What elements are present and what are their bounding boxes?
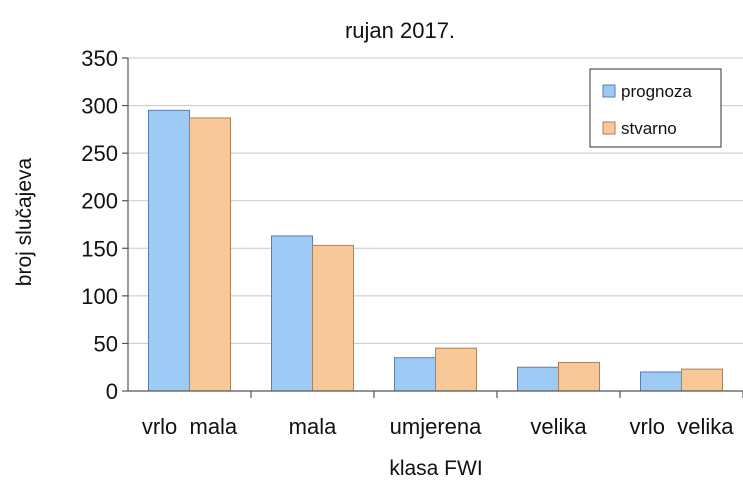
bar-prognoza	[640, 371, 682, 392]
x-axis-title: klasa FWI	[389, 457, 482, 480]
y-tick-label: 300	[81, 94, 118, 119]
y-axis-ticks: 0 50 100 150 200 250 300 350	[81, 46, 128, 404]
x-tick-label: vrlo velika	[630, 414, 735, 439]
bar-stvarno	[312, 244, 354, 392]
legend-label-stvarno: stvarno	[621, 119, 677, 138]
legend-swatch-prognoza	[602, 84, 616, 98]
x-tick-label: vrlo mala	[142, 414, 238, 439]
bar-prognoza	[271, 235, 313, 392]
bar-prognoza	[148, 109, 190, 392]
bar-prognoza	[394, 357, 436, 392]
legend: prognoza stvarno	[589, 68, 722, 148]
bars	[148, 109, 723, 392]
bar-stvarno	[558, 361, 600, 392]
y-tick-label: 100	[81, 284, 118, 309]
chart-title: rujan 2017.	[345, 18, 455, 43]
y-tick-label: 150	[81, 236, 118, 261]
legend-swatch-stvarno	[602, 121, 616, 135]
bar-stvarno	[435, 347, 477, 392]
x-tick-label: umjerena	[390, 414, 482, 439]
y-tick-label: 0	[106, 379, 118, 404]
y-axis-title: broj slučajeva	[13, 157, 36, 286]
bar-stvarno	[681, 368, 723, 392]
x-tick-label: velika	[530, 414, 587, 439]
y-tick-label: 200	[81, 189, 118, 214]
axes	[127, 58, 743, 392]
bar-stvarno	[189, 117, 231, 392]
y-tick-label: 250	[81, 141, 118, 166]
legend-label-prognoza: prognoza	[621, 82, 692, 101]
y-tick-label: 350	[81, 46, 118, 71]
x-tick-label: mala	[289, 414, 337, 439]
y-tick-label: 50	[94, 331, 118, 356]
bar-prognoza	[517, 366, 559, 392]
x-axis-ticks: vrlo mala mala umjerena velika vrlo velika	[142, 391, 743, 439]
